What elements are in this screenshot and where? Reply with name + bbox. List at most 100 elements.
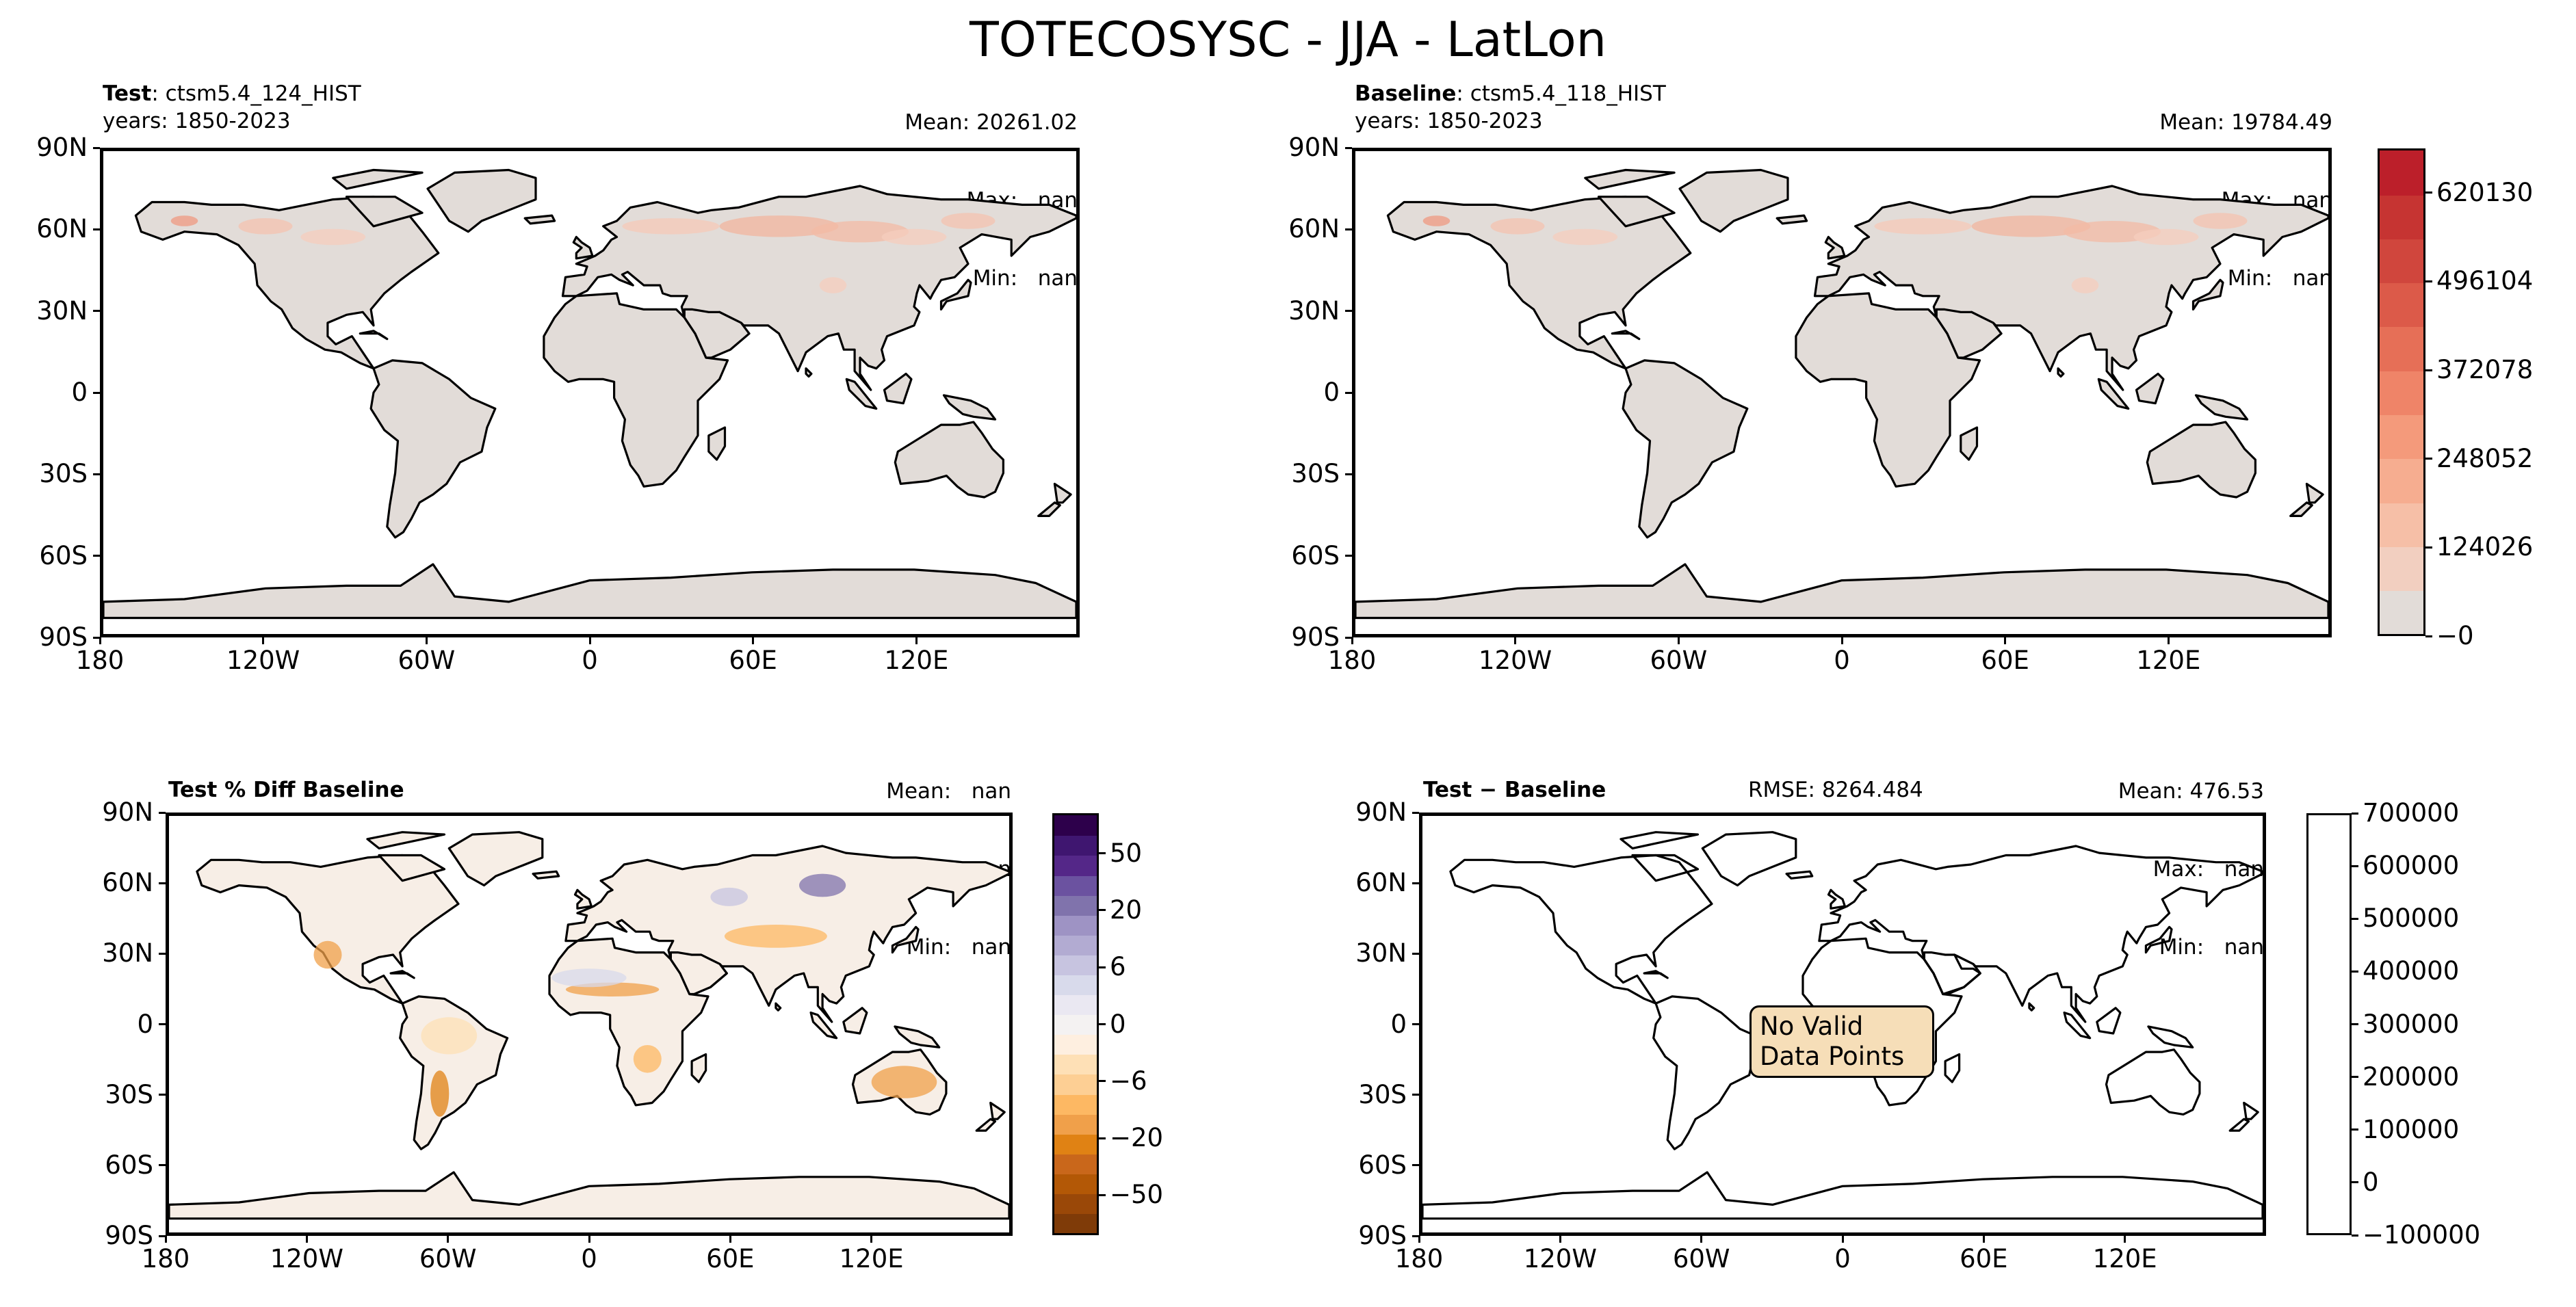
- pctdiff-anomaly-patch: [633, 1045, 662, 1073]
- pctdiff-ytick-label: 60N: [102, 868, 153, 898]
- diff-landmass-greatBritain: [1827, 888, 1846, 910]
- baseline-xtick-label: 120E: [2136, 646, 2201, 675]
- pctdiff-ytick-label: 90N: [102, 797, 153, 827]
- baseline-years: years: 1850-2023: [1355, 109, 1543, 133]
- diff-colorbar-tick-label: 600000: [2363, 851, 2460, 881]
- test-landmass-sriLanka: [805, 367, 813, 378]
- diff-colorbar-tick-label: −100000: [2363, 1220, 2481, 1250]
- pctdiff-anomaly-patch: [551, 968, 627, 988]
- pctdiff-xtick-label: 60W: [419, 1244, 477, 1273]
- test-landmass-greenland: [426, 168, 537, 233]
- pctdiff-ytick-mark: [159, 952, 166, 955]
- baseline-ytick-label: 90N: [1288, 133, 1340, 162]
- pctdiff-xtick-label: 120W: [270, 1244, 343, 1273]
- diff-colorbar-tick-label: 300000: [2363, 1009, 2460, 1039]
- baseline-anomaly-patch: [1552, 228, 1618, 246]
- test-ytick-label: 90S: [39, 622, 88, 652]
- baseline-landmass-greenland: [1678, 168, 1789, 233]
- test-xtick-label: 180: [75, 646, 125, 675]
- diff-ytick-mark: [1412, 882, 1419, 884]
- pctdiff-anomaly-patch: [724, 925, 827, 948]
- pctdiff-ytick-label: 0: [137, 1009, 153, 1039]
- test-ytick-mark: [93, 146, 100, 149]
- baseline-case-name: ctsm5.4_118_HIST: [1470, 81, 1666, 106]
- diff-colorbar-tick-mark: [2352, 1076, 2358, 1079]
- test-ytick-label: 60N: [36, 214, 88, 244]
- baseline-map-svg: [1355, 168, 2328, 620]
- figure-title: TOTECOSYSC - JJA - LatLon: [969, 12, 1607, 68]
- baseline-xtick-mark: [1351, 637, 1353, 644]
- diff-landmass-iceland: [1785, 870, 1814, 880]
- diff-xtick-label: 180: [1394, 1244, 1444, 1273]
- pctdiff-xtick-label: 60E: [706, 1244, 755, 1273]
- pctdiff-landmass-newZealandS: [975, 1118, 997, 1132]
- test-ytick-mark: [93, 228, 100, 230]
- test-landmass-sumatra: [845, 378, 878, 410]
- no-valid-data-line-2: Data Points: [1760, 1042, 1905, 1071]
- pctdiff-colorbar-level: [1054, 1074, 1097, 1095]
- test-anomaly-patch: [300, 228, 366, 246]
- test-map-svg: [103, 168, 1076, 620]
- baseline-ytick-mark: [1345, 310, 1352, 313]
- diff-header-label: Test − Baseline: [1423, 778, 1606, 802]
- pctdiff-colorbar-level: [1054, 835, 1097, 856]
- pctdiff-colorbar-level: [1054, 875, 1097, 896]
- test-anomaly-patch: [238, 218, 293, 235]
- test-landmass-antarctica: [103, 563, 1076, 620]
- baseline-ytick-label: 30S: [1291, 459, 1340, 489]
- pctdiff-colorbar-tick-mark: [1099, 909, 1106, 912]
- baseline-landmass-greatBritain: [1824, 235, 1846, 260]
- pctdiff-xtick-label: 180: [141, 1244, 190, 1273]
- pctdiff-landmass-sumatra: [809, 1012, 838, 1040]
- test-ytick-mark: [93, 391, 100, 394]
- diff-landmass-cuba: [1643, 970, 1669, 979]
- baseline-ytick-label: 30N: [1288, 295, 1340, 326]
- pctdiff-colorbar-tick-mark: [1099, 1023, 1106, 1025]
- test-ytick-mark: [93, 473, 100, 475]
- baseline-landmass-japan: [2191, 278, 2224, 311]
- baseline-header: Baseline: ctsm5.4_118_HIST: [1355, 81, 1666, 106]
- pctdiff-landmass-cuba: [389, 970, 415, 979]
- test-anomaly-patch: [622, 218, 720, 235]
- pctdiff-ytick-mark: [159, 1094, 166, 1096]
- baseline-colorbar-level: [2380, 194, 2423, 239]
- pctdiff-header: Test % Diff Baseline: [168, 777, 404, 803]
- baseline-xtick-label: 0: [1834, 646, 1850, 675]
- baseline-ytick-label: 90S: [1291, 622, 1340, 652]
- baseline-colorbar-level: [2380, 238, 2423, 284]
- baseline-landmass-baffin: [1597, 196, 1676, 228]
- baseline-colorbar-level: [2380, 502, 2423, 547]
- test-xtick-label: 120E: [884, 646, 949, 675]
- diff-colorbar-tick-label: 0: [2363, 1167, 2379, 1197]
- test-ytick-mark: [93, 310, 100, 313]
- diff-max: Max: nan: [2152, 857, 2264, 882]
- baseline-anomaly-patch: [1971, 215, 2091, 237]
- baseline-ytick-mark: [1345, 228, 1352, 230]
- pctdiff-landmass-sriLanka: [775, 1002, 782, 1012]
- baseline-colorbar-level: [2380, 590, 2423, 634]
- test-landmass-africa: [543, 292, 729, 488]
- baseline-landmass-cuba: [1611, 330, 1641, 341]
- diff-ytick-mark: [1412, 1094, 1419, 1096]
- baseline-xtick-mark: [2167, 637, 2170, 644]
- pctdiff-landmass-borneo: [842, 1007, 868, 1035]
- baseline-header-label: Baseline: [1355, 81, 1457, 106]
- pctdiff-colorbar-level: [1054, 1173, 1097, 1195]
- diff-xtick-mark: [2124, 1236, 2126, 1243]
- diff-xtick-label: 60W: [1672, 1244, 1730, 1273]
- pctdiff-xtick-mark: [729, 1236, 731, 1243]
- baseline-landmass-sriLanka: [2057, 367, 2065, 378]
- test-anomaly-patch: [819, 277, 847, 293]
- pctdiff-xtick-mark: [305, 1236, 308, 1243]
- diff-landmass-ellesmere: [1619, 831, 1700, 849]
- pctdiff-xtick-mark: [447, 1236, 450, 1243]
- pctdiff-mean: Mean: nan: [886, 779, 1011, 804]
- diff-colorbar-tick-mark: [2352, 1181, 2358, 1184]
- test-landmass-greatBritain: [572, 235, 594, 260]
- pctdiff-colorbar-tick-label: 0: [1110, 1009, 1126, 1039]
- baseline-ytick-label: 0: [1323, 378, 1340, 407]
- pctdiff-colorbar-tick-mark: [1099, 1080, 1106, 1083]
- diff-landmass-japan: [2144, 925, 2173, 954]
- diff-xtick-mark: [1700, 1236, 1703, 1243]
- test-landmass-borneo: [883, 372, 913, 405]
